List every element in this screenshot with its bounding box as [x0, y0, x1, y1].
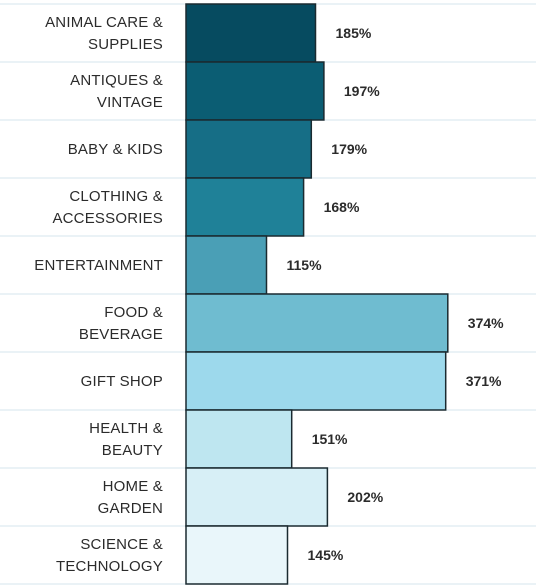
category-label: GIFT SHOP [81, 373, 163, 390]
bar [185, 119, 313, 179]
category-label: ACCESSORIES [52, 210, 163, 227]
value-label: 115% [287, 257, 323, 273]
value-label: 151% [312, 431, 348, 447]
category-label: BEVERAGE [79, 326, 163, 343]
bar [185, 61, 325, 121]
value-label: 179% [331, 141, 367, 157]
category-label: VINTAGE [97, 94, 163, 111]
bar [185, 409, 293, 469]
category-label: ANIMAL CARE & [45, 14, 163, 31]
category-label: BABY & KIDS [68, 141, 163, 158]
value-label: 374% [468, 315, 504, 331]
category-label: SUPPLIES [88, 36, 163, 53]
bar [185, 3, 317, 63]
category-label: GARDEN [98, 500, 163, 517]
bar [185, 235, 268, 295]
category-label: TECHNOLOGY [56, 558, 163, 575]
category-label: HEALTH & [89, 420, 163, 437]
value-label: 371% [466, 373, 502, 389]
category-label: ANTIQUES & [70, 72, 163, 89]
value-label: 145% [308, 547, 344, 563]
bar [185, 177, 305, 237]
category-label: HOME & [103, 478, 163, 495]
bar [185, 293, 449, 353]
value-label: 202% [347, 489, 383, 505]
value-label: 197% [344, 83, 380, 99]
bars [185, 3, 449, 585]
value-label: 168% [324, 199, 360, 215]
bar [185, 467, 329, 527]
value-label: 185% [336, 25, 372, 41]
category-labels: ANIMAL CARE & SUPPLIES ANTIQUES & VINTAGE BA… [34, 14, 163, 575]
category-label: CLOTHING & [69, 188, 163, 205]
category-label: BEAUTY [102, 442, 163, 459]
category-label: SCIENCE & [80, 536, 163, 553]
bar [185, 525, 289, 585]
category-label: ENTERTAINMENT [34, 257, 163, 274]
category-label: FOOD & [104, 304, 163, 321]
value-labels: 185% 197% 179% 168% 115% 374% 371% 151% 202% 145% [287, 25, 505, 563]
bar [185, 351, 447, 411]
